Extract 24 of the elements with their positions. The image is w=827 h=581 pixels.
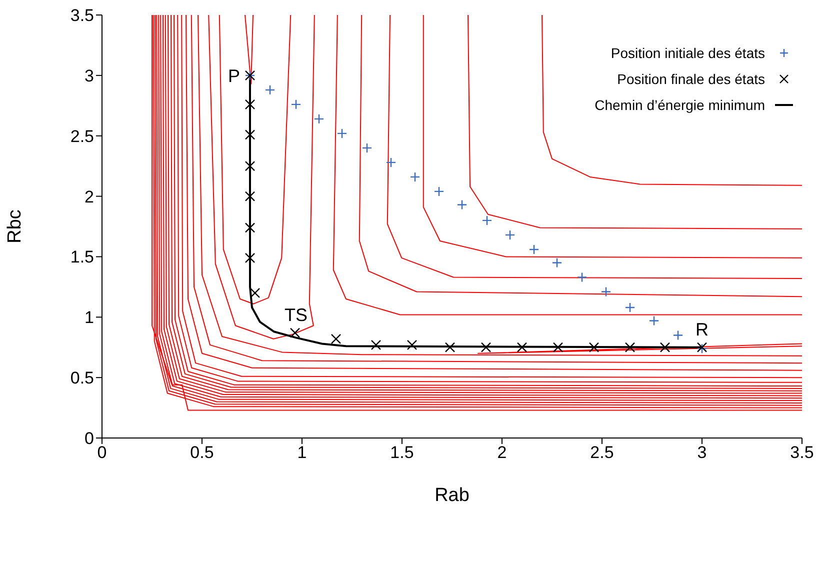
x-tick-label: 2.5	[590, 443, 614, 462]
legend-label: Chemin d’énergie minimum	[594, 97, 765, 113]
x-axis-title: Rab	[434, 485, 470, 506]
y-tick-label: 2	[84, 187, 94, 206]
legend-label: Position initiale des états	[610, 45, 765, 61]
y-tick-label: 1	[84, 308, 94, 328]
annotation: TS	[284, 304, 308, 325]
y-tick-label: 1.5	[70, 248, 94, 267]
x-tick-label: 1	[297, 443, 307, 462]
annotation: R	[696, 319, 708, 340]
y-tick-label: 0	[84, 429, 94, 448]
legend-label: Position finale des états	[617, 71, 765, 87]
y-axis-title: Rbc	[4, 210, 26, 244]
x-tick-label: 3.5	[790, 443, 814, 462]
y-tick-label: 2.5	[70, 126, 94, 146]
x-tick-label: 3	[697, 443, 707, 462]
x-tick-label: 0	[97, 443, 107, 462]
y-tick-label: 0.5	[70, 368, 94, 388]
x-tick-label: 1.5	[390, 443, 414, 462]
y-tick-label: 3	[84, 66, 94, 86]
y-tick-label: 3.5	[70, 6, 94, 26]
annotation: P	[228, 66, 240, 86]
x-tick-label: 0.5	[190, 443, 214, 462]
x-tick-label: 2	[497, 443, 507, 462]
